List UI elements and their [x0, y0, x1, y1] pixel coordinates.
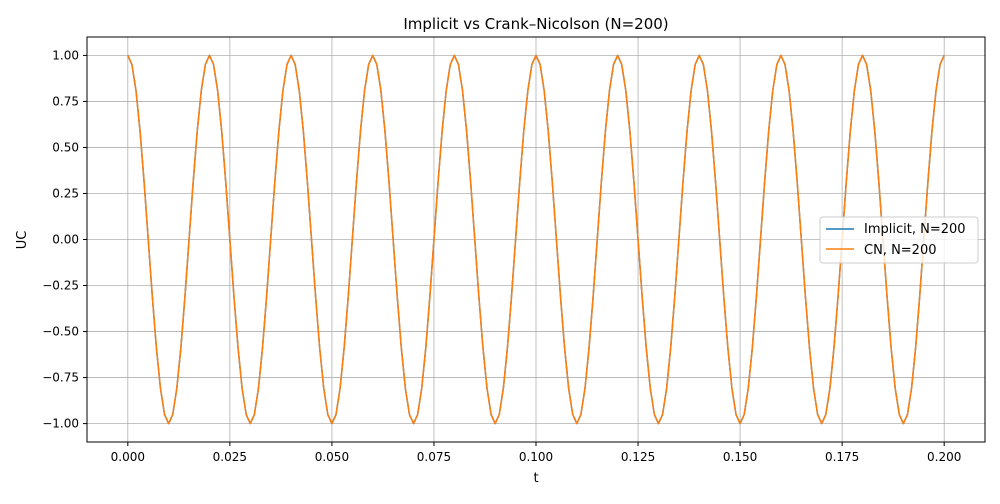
y-tick-label: 0.50 [52, 140, 79, 154]
legend-label-implicit: Implicit, N=200 [864, 222, 966, 237]
y-tick-label: −0.75 [42, 371, 79, 385]
x-axis-label: t [533, 471, 538, 486]
legend-box [819, 216, 979, 264]
y-tick-label: −0.50 [42, 325, 79, 339]
y-tick-label: −1.00 [42, 417, 79, 431]
y-tick-label: 0.25 [52, 186, 79, 200]
y-tick-label: 0.00 [52, 233, 79, 247]
y-tick-label: −0.25 [42, 279, 79, 293]
x-tick-label: 0.075 [417, 450, 451, 464]
legend-label-cn: CN, N=200 [864, 243, 937, 258]
x-tick-label: 0.200 [927, 450, 961, 464]
x-axis-ticks: 0.000 0.025 0.050 0.075 0.100 0.125 0.150 0.175… [111, 442, 961, 464]
y-axis-ticks: 1.00 0.75 0.50 0.25 0.00 −0.25 −0.50 −0.75 −1.00 [42, 48, 87, 431]
x-tick-label: 0.000 [111, 450, 145, 464]
x-tick-label: 0.125 [621, 450, 655, 464]
x-tick-label: 0.100 [519, 450, 553, 464]
y-axis-label: UC [15, 231, 30, 250]
x-tick-label: 0.175 [825, 450, 859, 464]
y-tick-label: 1.00 [52, 48, 79, 62]
series-line-cn [127, 54, 945, 425]
x-tick-label: 0.025 [213, 450, 247, 464]
y-tick-label: 0.75 [52, 94, 79, 108]
chart-title: Implicit vs Crank–Nicolson (N=200) [403, 15, 668, 33]
x-tick-label: 0.050 [315, 450, 349, 464]
series-lines [127, 54, 945, 425]
x-tick-label: 0.150 [723, 450, 757, 464]
legend: Implicit, N=200 CN, N=200 [819, 216, 979, 264]
